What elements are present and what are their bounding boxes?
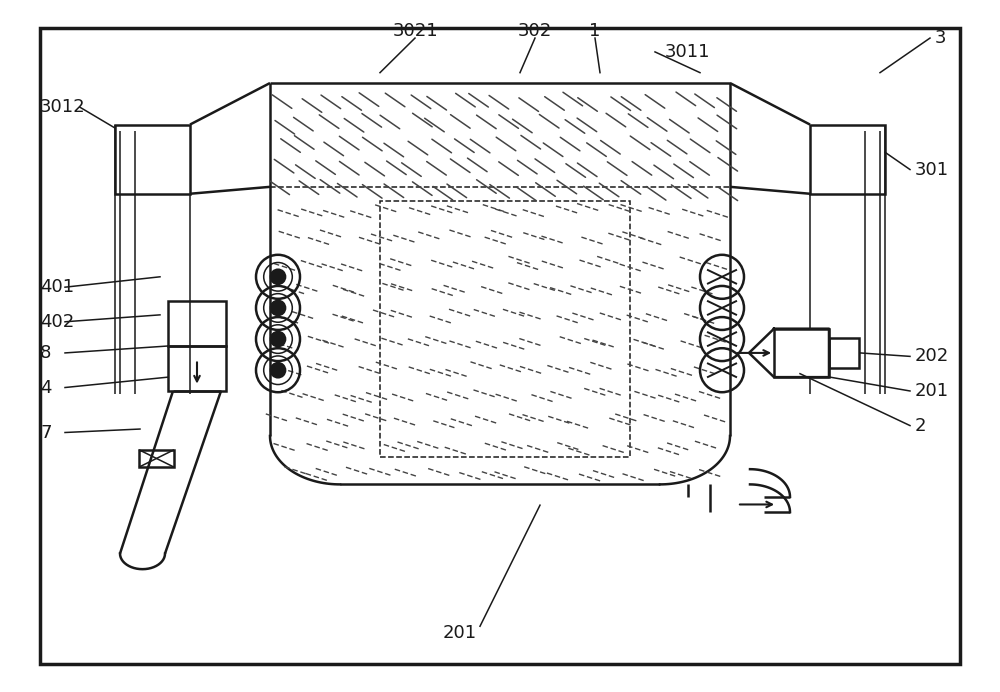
Bar — [829, 338, 859, 368]
Polygon shape — [749, 329, 829, 377]
Text: 402: 402 — [40, 313, 74, 331]
Text: 2: 2 — [915, 417, 926, 435]
Text: 4: 4 — [40, 379, 52, 397]
Text: 3: 3 — [935, 29, 946, 47]
Text: 3012: 3012 — [40, 98, 86, 116]
Text: 202: 202 — [915, 347, 949, 365]
Bar — [774, 329, 829, 377]
Text: 8: 8 — [40, 344, 51, 362]
Circle shape — [270, 331, 286, 347]
Bar — [810, 125, 885, 194]
Text: 302: 302 — [518, 22, 552, 40]
Bar — [380, 201, 630, 457]
Bar — [139, 450, 174, 467]
Text: 3011: 3011 — [665, 43, 710, 61]
Text: 201: 201 — [915, 382, 949, 400]
Bar — [115, 125, 190, 194]
Bar — [168, 346, 226, 391]
Circle shape — [270, 268, 286, 285]
Text: 201: 201 — [443, 624, 477, 642]
Circle shape — [270, 362, 286, 379]
Text: 1: 1 — [589, 22, 601, 40]
Text: 3021: 3021 — [392, 22, 438, 40]
Bar — [168, 301, 226, 346]
Text: 301: 301 — [915, 161, 949, 179]
Text: 7: 7 — [40, 424, 52, 441]
Circle shape — [270, 300, 286, 316]
Text: 401: 401 — [40, 278, 74, 296]
